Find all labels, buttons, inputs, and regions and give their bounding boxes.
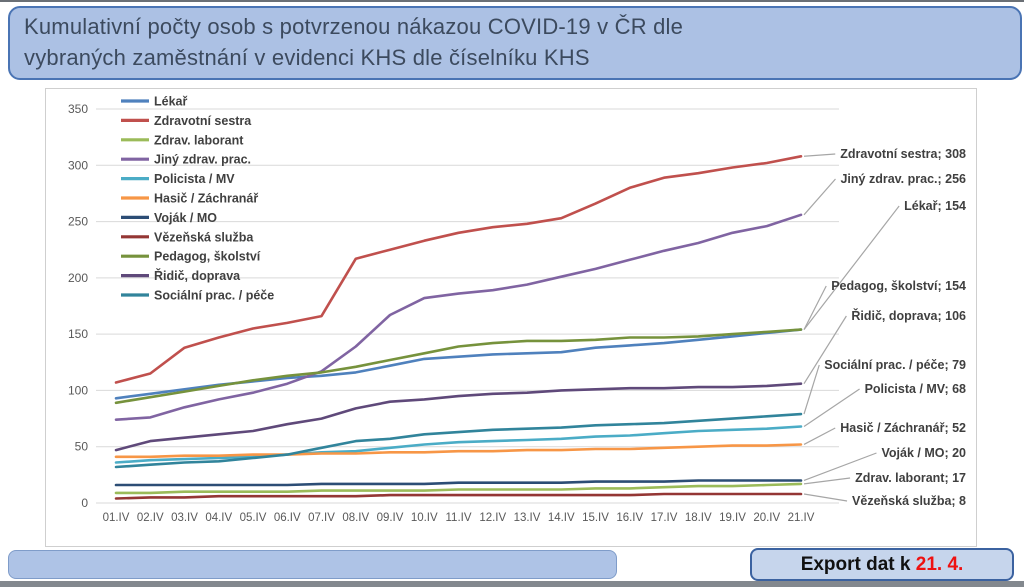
series-end-label: Lékař; 154 xyxy=(904,199,966,213)
x-tick-label: 06.IV xyxy=(274,512,301,524)
x-tick-label: 04.IV xyxy=(205,512,232,524)
series-end-label: Zdrav. laborant; 17 xyxy=(855,471,966,485)
series-end-label: Sociální prac. / péče; 79 xyxy=(824,358,966,372)
series-end-label: Řidič, doprava; 106 xyxy=(851,308,966,323)
title-line-2: vybraných zaměstnání v evidenci KHS dle … xyxy=(24,45,590,70)
legend-label: Sociální prac. / péče xyxy=(154,289,274,303)
series-end-label: Voják / MO; 20 xyxy=(881,446,966,460)
leader-line xyxy=(803,364,820,415)
export-date-box: Export dat k 21. 4. xyxy=(750,548,1014,581)
legend-label: Hasič / Záchranář xyxy=(154,192,258,206)
x-tick-label: 08.IV xyxy=(342,512,369,524)
x-tick-label: 03.IV xyxy=(171,512,198,524)
series-line-7 xyxy=(114,492,803,500)
title-box: Kumulativní počty osob s potvrzenou náka… xyxy=(8,6,1022,80)
leader-line xyxy=(803,477,851,485)
x-tick-label: 21.IV xyxy=(788,512,815,524)
legend: Lékař Zdravotní sestra Zdrav. laborant Jiný… xyxy=(121,95,274,303)
series-line-1 xyxy=(114,155,803,384)
x-tick-label: 12.IV xyxy=(479,512,506,524)
series-line-10 xyxy=(114,412,803,469)
series-line-6 xyxy=(114,479,803,487)
series-line-8 xyxy=(114,328,803,405)
x-tick-label: 16.IV xyxy=(616,512,643,524)
y-tick-label: 300 xyxy=(68,158,88,172)
x-tick-label: 14.IV xyxy=(548,512,575,524)
series-line-9 xyxy=(114,382,803,452)
y-tick-label: 150 xyxy=(68,327,88,341)
x-tick-label: 18.IV xyxy=(685,512,712,524)
x-tick-label: 01.IV xyxy=(103,512,130,524)
legend-label: Zdravotní sestra xyxy=(154,114,252,128)
chart-container: 0 50 100 150 200 250 300 350 01.IV 02.IV 03.IV 04.I… xyxy=(45,88,977,547)
legend-label: Policista / MV xyxy=(154,172,235,186)
series-lines xyxy=(114,155,803,500)
x-axis-tick-labels: 01.IV 02.IV 03.IV 04.IV 05.IV 06.IV 07.IV 08.IV… xyxy=(103,512,815,524)
leader-line xyxy=(803,452,877,482)
leader-line xyxy=(803,205,900,331)
leader-line xyxy=(803,427,836,445)
legend-label: Lékař xyxy=(154,95,187,109)
legend-label: Vězeňská služba xyxy=(154,230,254,244)
legend-label: Jiný zdrav. prac. xyxy=(154,153,251,167)
x-tick-label: 11.IV xyxy=(446,512,472,524)
x-tick-label: 10.IV xyxy=(411,512,438,524)
leader-line xyxy=(803,315,847,384)
x-tick-label: 09.IV xyxy=(377,512,404,524)
legend-label: Pedagog, školství xyxy=(154,250,261,264)
leader-line xyxy=(803,493,848,502)
series-end-label: Pedagog, školství; 154 xyxy=(831,279,966,293)
series-end-label: Policista / MV; 68 xyxy=(865,382,966,396)
x-tick-label: 15.IV xyxy=(582,512,609,524)
export-label: Export dat k xyxy=(800,553,916,575)
series-end-labels: Lékař; 154 Zdravotní sestra; 308 Zdrav. la… xyxy=(803,147,966,508)
series-line-3 xyxy=(114,213,803,422)
x-tick-label: 17.IV xyxy=(651,512,678,524)
gridlines xyxy=(96,108,839,504)
top-edge-strip xyxy=(0,0,1024,2)
series-end-label: Vězeňská služba; 8 xyxy=(852,494,966,508)
leader-line xyxy=(803,178,836,216)
y-axis-tick-labels: 0 50 100 150 200 250 300 350 xyxy=(68,102,88,510)
bottom-edge-strip xyxy=(0,581,1024,587)
x-tick-label: 07.IV xyxy=(308,512,335,524)
x-tick-label: 05.IV xyxy=(240,512,267,524)
legend-label: Řidič, doprava xyxy=(154,268,241,283)
series-end-label: Jiný zdrav. prac.; 256 xyxy=(840,172,966,186)
series-line-5 xyxy=(114,443,803,459)
series-line-2 xyxy=(114,482,803,495)
series-line-4 xyxy=(114,425,803,464)
title-line-1: Kumulativní počty osob s potvrzenou náka… xyxy=(24,14,684,39)
y-tick-label: 50 xyxy=(75,440,89,454)
export-date: 21. 4. xyxy=(915,553,964,575)
x-tick-label: 02.IV xyxy=(137,512,164,524)
bottom-left-placeholder-box xyxy=(8,550,617,579)
y-tick-label: 350 xyxy=(68,102,88,116)
legend-label: Zdrav. laborant xyxy=(154,133,244,147)
line-chart: 0 50 100 150 200 250 300 350 01.IV 02.IV 03.IV 04.I… xyxy=(68,95,966,525)
y-tick-label: 200 xyxy=(68,271,88,285)
x-tick-label: 20.IV xyxy=(753,512,780,524)
series-end-label: Hasič / Záchranář; 52 xyxy=(840,421,966,435)
leader-line xyxy=(803,153,836,157)
x-tick-label: 19.IV xyxy=(719,512,746,524)
series-end-label: Zdravotní sestra; 308 xyxy=(840,147,966,161)
legend-label: Voják / MO xyxy=(154,211,217,225)
leader-line xyxy=(803,388,860,427)
x-tick-label: 13.IV xyxy=(514,512,541,524)
y-tick-label: 250 xyxy=(68,215,88,229)
y-tick-label: 0 xyxy=(81,496,88,510)
leader-line xyxy=(803,285,827,330)
y-tick-label: 100 xyxy=(68,383,88,397)
